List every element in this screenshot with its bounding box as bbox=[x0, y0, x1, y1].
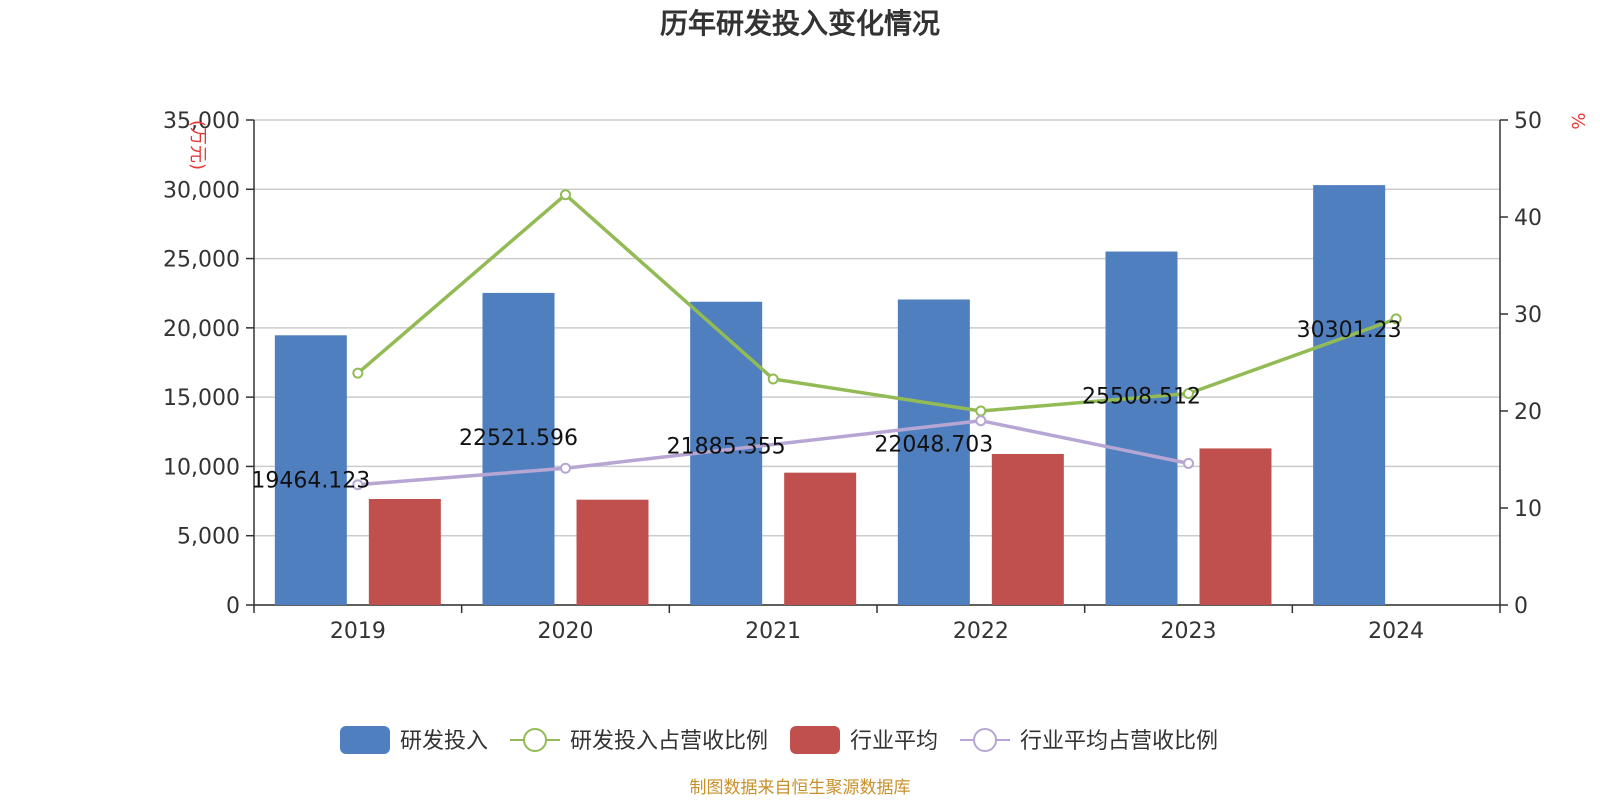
bar-data-label: 25508.512 bbox=[1082, 385, 1201, 410]
line-point[interactable] bbox=[352, 479, 364, 491]
right-axis-tick-label: 50 bbox=[1514, 109, 1542, 134]
right-axis-tick-label: 40 bbox=[1514, 206, 1542, 231]
bar[interactable] bbox=[897, 299, 970, 605]
left-axis-tick-label: 30,000 bbox=[163, 178, 240, 203]
left-axis-tick-label: 5,000 bbox=[177, 525, 240, 550]
bar[interactable] bbox=[991, 453, 1064, 605]
bar-data-label: 19464.123 bbox=[251, 468, 370, 493]
data-source-note: 制图数据来自恒生聚源数据库 bbox=[690, 778, 911, 798]
right-axis-tick-label: 0 bbox=[1514, 594, 1528, 619]
bar[interactable] bbox=[1313, 185, 1386, 606]
bar[interactable] bbox=[576, 499, 649, 605]
line-point[interactable] bbox=[767, 373, 779, 385]
right-axis-tick-label: 20 bbox=[1514, 400, 1542, 425]
bar[interactable] bbox=[482, 292, 555, 605]
legend-swatch-marker bbox=[523, 728, 548, 752]
bar[interactable] bbox=[1105, 251, 1178, 605]
left-axis-tick-label: 35,000 bbox=[163, 109, 240, 134]
legend-swatch[interactable] bbox=[790, 726, 841, 754]
bar-data-label: 21885.355 bbox=[667, 435, 786, 460]
line-point[interactable] bbox=[560, 189, 571, 201]
line-point[interactable] bbox=[1183, 457, 1194, 469]
bar-data-label: 22521.596 bbox=[459, 426, 578, 451]
left-axis-tick-label: 25,000 bbox=[163, 248, 240, 273]
line-point[interactable] bbox=[975, 415, 987, 427]
left-axis-tick-label: 10,000 bbox=[163, 455, 240, 480]
x-axis-tick-label: 2020 bbox=[538, 619, 594, 644]
x-axis-tick-label: 2022 bbox=[953, 619, 1009, 644]
x-axis-tick-label: 2024 bbox=[1368, 619, 1424, 644]
bar[interactable] bbox=[784, 472, 857, 605]
bar[interactable] bbox=[1199, 448, 1272, 605]
left-axis-tick-label: 0 bbox=[226, 594, 240, 619]
left-axis-tick-label: 15,000 bbox=[163, 386, 240, 411]
chart-title: 历年研发投入变化情况 bbox=[660, 7, 940, 40]
legend-item-label[interactable]: 行业平均 bbox=[850, 729, 938, 754]
legend-swatch[interactable] bbox=[340, 726, 390, 754]
x-axis-tick-label: 2019 bbox=[330, 619, 386, 644]
right-axis-unit: % bbox=[1567, 112, 1588, 129]
right-axis-tick-label: 10 bbox=[1514, 497, 1542, 522]
line-point[interactable] bbox=[975, 405, 987, 417]
right-axis-tick-label: 30 bbox=[1514, 303, 1542, 328]
left-axis-unit: (万元) bbox=[187, 120, 208, 170]
legend-item-label[interactable]: 研发投入 bbox=[400, 729, 488, 754]
bar[interactable] bbox=[368, 498, 441, 605]
bar-data-label: 22048.703 bbox=[874, 432, 993, 457]
legend-item-label[interactable]: 行业平均占营收比例 bbox=[1020, 729, 1218, 754]
line-point[interactable] bbox=[1183, 388, 1194, 400]
x-axis-tick-label: 2021 bbox=[745, 619, 801, 644]
line-series bbox=[356, 192, 1397, 413]
legend-item-label[interactable]: 研发投入占营收比例 bbox=[570, 729, 768, 754]
line-point[interactable] bbox=[1390, 313, 1402, 325]
left-axis-tick-label: 20,000 bbox=[163, 317, 240, 342]
x-axis-tick-label: 2023 bbox=[1161, 619, 1217, 644]
bar[interactable] bbox=[274, 335, 347, 605]
line-point[interactable] bbox=[352, 367, 364, 379]
line-series bbox=[357, 418, 1189, 487]
legend-swatch-marker bbox=[973, 728, 998, 752]
bar-data-label: 30301.23 bbox=[1297, 318, 1402, 343]
line-point[interactable] bbox=[560, 462, 571, 474]
